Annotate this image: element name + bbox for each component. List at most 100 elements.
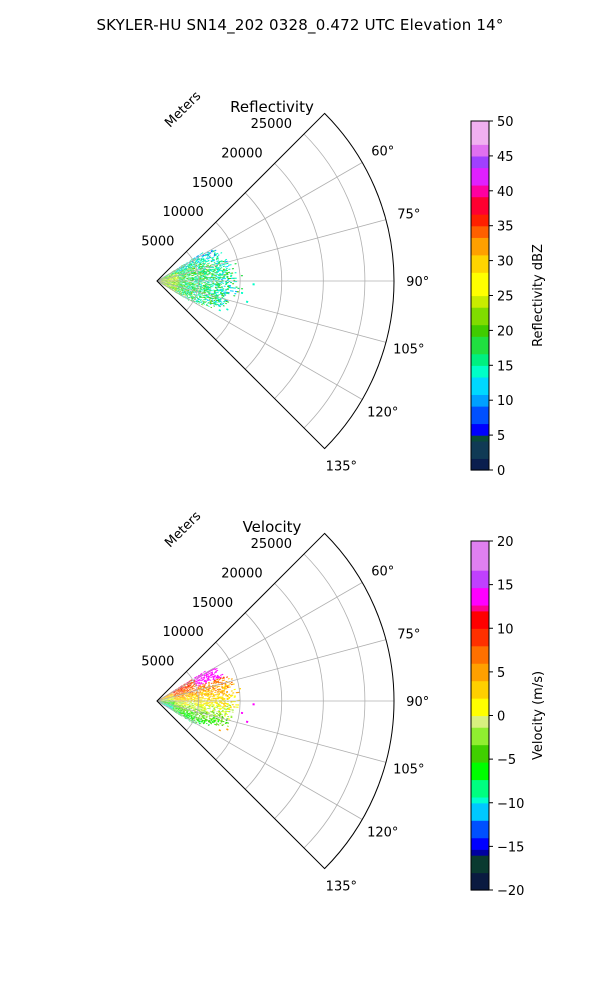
echo-gate <box>182 291 184 293</box>
echo-gate <box>191 702 193 704</box>
echo-gate <box>196 716 199 718</box>
echo-gate <box>178 288 181 290</box>
echo-gate <box>197 719 200 722</box>
echo-gate <box>172 694 175 696</box>
echo-gate <box>174 284 176 285</box>
echo-gate <box>208 676 210 679</box>
echo-gate <box>204 274 206 275</box>
echo-gate <box>213 707 216 709</box>
echo-gate <box>226 703 229 705</box>
echo-gate <box>203 699 206 701</box>
echo-gate <box>196 297 199 299</box>
echo-gate <box>168 285 170 287</box>
echo-gate <box>174 288 177 290</box>
echo-gate <box>185 686 187 688</box>
echo-gate <box>231 704 234 706</box>
echo-gate <box>161 278 164 280</box>
echo-gate <box>191 718 194 720</box>
echo-gate <box>187 288 190 290</box>
echo-gate <box>168 287 170 288</box>
colorbar-tick-label: 25 <box>497 290 514 305</box>
echo-gate <box>200 677 203 680</box>
echo-gate <box>189 719 191 720</box>
echo-gate <box>198 697 201 699</box>
echo-gate <box>186 275 188 277</box>
echo-gate <box>188 698 191 700</box>
echo-gate <box>209 679 212 681</box>
colorbar-segment <box>471 278 489 285</box>
echo-gate <box>167 275 169 277</box>
echo-gate <box>193 279 196 280</box>
echo-gate <box>173 692 176 694</box>
echo-gate <box>191 687 194 689</box>
echo-gate <box>219 282 221 284</box>
echo-gate <box>200 289 203 290</box>
echo-gate <box>161 283 164 284</box>
echo-gate <box>214 702 217 704</box>
echo-gate <box>216 268 219 271</box>
echo-gate <box>207 712 209 714</box>
echo-gate <box>206 678 209 680</box>
echo-gate <box>237 691 240 694</box>
echo-gate <box>163 283 166 284</box>
echo-gate <box>164 277 166 278</box>
radial-tick-label: 5000 <box>141 235 174 250</box>
echo-gate <box>177 708 180 710</box>
echo-gate <box>178 705 180 707</box>
echo-gate <box>218 688 221 690</box>
echo-gate <box>226 696 229 698</box>
echo-gate <box>160 282 162 284</box>
echo-gate <box>212 273 215 275</box>
echo-gate <box>163 697 166 699</box>
echo-gate <box>166 283 169 284</box>
echo-gate <box>177 710 179 712</box>
echo-gate <box>216 723 218 725</box>
echo-gate <box>206 690 209 692</box>
echo-gate <box>207 688 210 690</box>
echo-gate <box>207 253 209 256</box>
echo-gate <box>195 698 198 699</box>
echo-gate <box>215 722 218 724</box>
echo-gate <box>204 718 207 720</box>
echo-gate <box>182 292 184 294</box>
echo-gate <box>204 275 207 277</box>
colorbar-segment <box>471 307 489 314</box>
echo-gate <box>184 709 186 711</box>
echo-gate <box>208 273 211 275</box>
echo-gate <box>174 272 176 274</box>
echo-gate <box>210 277 213 278</box>
echo-gate <box>190 296 192 298</box>
echo-gate <box>227 678 230 680</box>
echo-gate <box>218 706 221 708</box>
echo-gate <box>211 257 213 259</box>
echo-gate <box>187 275 190 276</box>
echo-gate <box>169 287 172 288</box>
echo-gate <box>196 299 198 301</box>
echo-gate <box>173 290 176 291</box>
echo-gate <box>172 704 175 705</box>
echo-gate <box>164 704 166 706</box>
echo-gate <box>191 274 194 276</box>
echo-gate <box>208 717 211 719</box>
echo-gate <box>200 673 202 675</box>
echo-gate <box>225 713 228 715</box>
echo-gate <box>164 276 167 278</box>
echo-gate <box>206 694 208 696</box>
echo-gate <box>189 281 192 283</box>
echo-gate <box>204 276 207 277</box>
echo-gate <box>187 689 190 691</box>
echo-gate <box>181 699 184 700</box>
echo-gate <box>210 270 213 272</box>
echo-gate <box>192 269 195 271</box>
echo-gate <box>214 268 217 270</box>
echo-gate <box>211 298 214 300</box>
echo-gate <box>216 272 218 274</box>
echo-gate <box>214 286 217 288</box>
echo-gate <box>191 686 193 688</box>
echo-gate <box>208 293 210 295</box>
echo-gate <box>168 278 170 280</box>
echo-gate <box>182 703 185 704</box>
azimuth-gridline <box>156 280 363 400</box>
echo-gate <box>221 290 223 292</box>
echo-gate <box>164 704 166 705</box>
